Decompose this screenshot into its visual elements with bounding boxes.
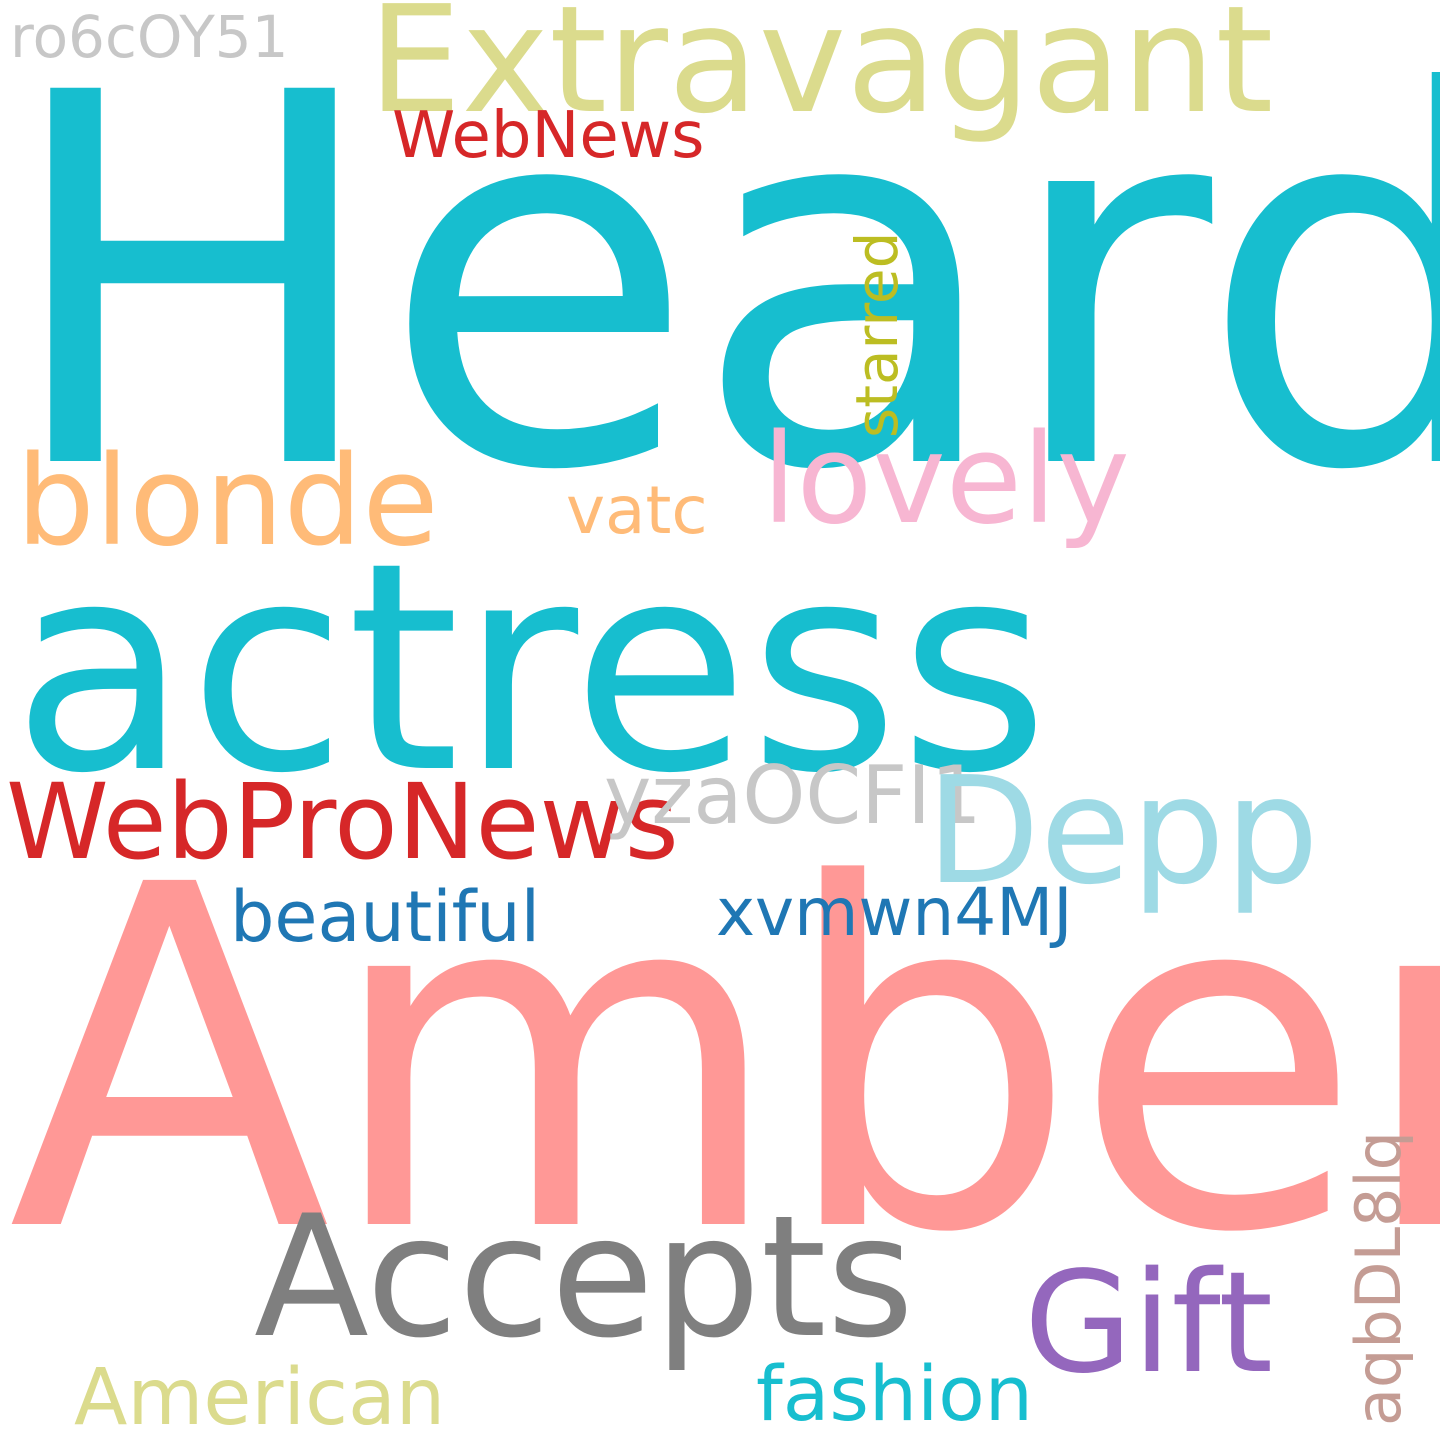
word-extravagant: Extravagant xyxy=(368,0,1274,146)
word-american: American xyxy=(74,1353,446,1440)
word-fashion: fashion xyxy=(756,1349,1033,1438)
word-yzaocfi1: yzaOCFI1 xyxy=(604,749,982,842)
word-ro6c0y51: ro6cOY51 xyxy=(10,3,289,71)
word-webnews: WebNews xyxy=(392,99,705,173)
word-webpronews: WebProNews xyxy=(6,761,679,883)
word-blonde: blonde xyxy=(16,430,439,574)
word-depp: Depp xyxy=(926,745,1319,917)
word-vatc: vatc xyxy=(566,472,708,549)
word-beautiful: beautiful xyxy=(230,876,541,958)
word-xvmwn4mj: xvmwn4MJ xyxy=(716,874,1073,951)
word-aqbdl8lq: aqbDL8lq xyxy=(1342,1130,1415,1426)
word-lovely: lovely xyxy=(762,408,1130,552)
word-gift: Gift xyxy=(1024,1242,1274,1405)
word-actress: actress xyxy=(12,501,1050,836)
word-accepts: Accepts xyxy=(254,1179,915,1375)
word-amber: Amber xyxy=(8,787,1440,1336)
word-heard: Heard xyxy=(0,0,1440,582)
